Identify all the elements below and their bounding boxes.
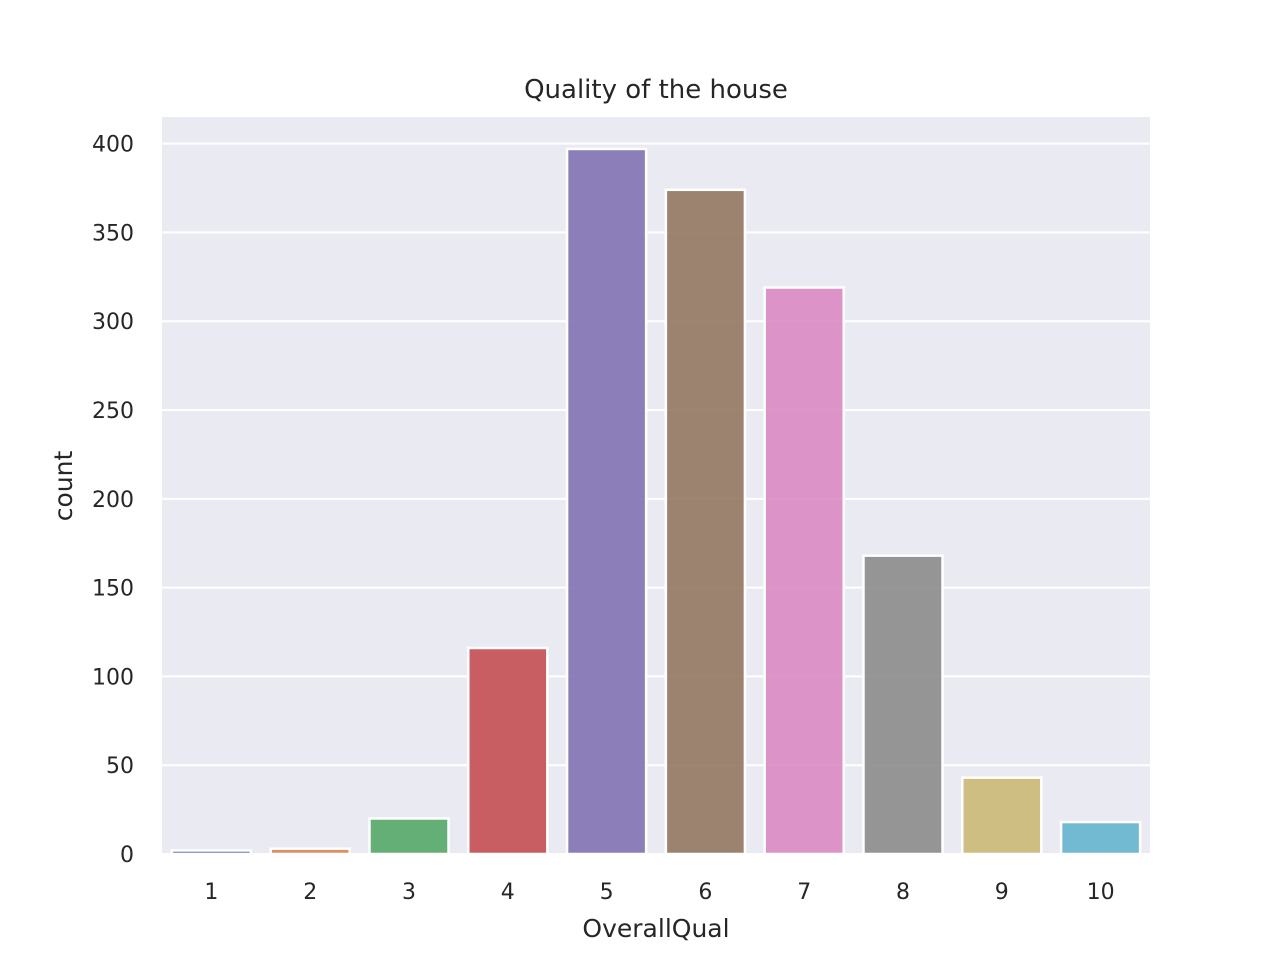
bar-2 [269,847,351,856]
bars [170,147,1142,856]
y-tick-label: 400 [92,133,134,158]
y-tick-label: 300 [92,310,134,335]
chart-title: Quality of the house [524,75,788,105]
y-axis-label: count [49,451,78,522]
bar-8 [862,554,944,856]
x-tick-label: 7 [797,880,811,905]
x-tick-label: 10 [1087,880,1115,905]
y-tick-label: 350 [92,221,134,246]
x-tick-label: 3 [402,880,416,905]
bar-5 [565,147,648,856]
x-tick-label: 2 [303,880,317,905]
x-tick-label: 6 [698,880,712,905]
y-tick-labels: 0 50 100 150 200 250 300 350 400 [92,133,134,868]
bar-4 [467,646,549,856]
gridlines [162,142,1150,855]
bar-3 [368,817,450,856]
x-tick-label: 8 [896,880,910,905]
x-tick-label: 1 [204,880,218,905]
x-tick-label: 9 [995,880,1009,905]
y-tick-label: 100 [92,665,134,690]
y-tick-label: 0 [120,843,134,868]
x-tick-label: 4 [501,880,515,905]
bar-1 [170,849,253,856]
bar-6 [664,188,747,856]
y-tick-label: 150 [92,577,134,602]
y-tick-label: 250 [92,399,134,424]
y-tick-label: 200 [92,488,134,513]
plot-background [162,117,1150,854]
x-tick-label: 5 [600,880,614,905]
y-tick-label: 50 [106,754,134,779]
bar-9 [961,776,1043,856]
x-axis-label: OverallQual [582,914,729,943]
bar-10 [1059,820,1142,856]
bar-7 [763,286,845,856]
x-tick-labels: 1 2 3 4 5 6 7 8 9 10 [204,880,1114,905]
